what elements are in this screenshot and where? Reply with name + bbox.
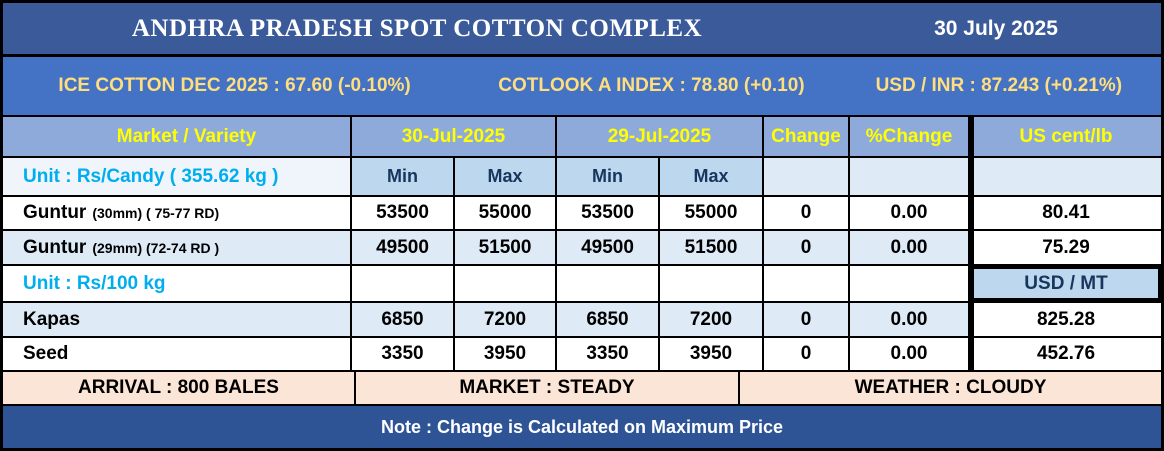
cell-us-cent: 80.41 xyxy=(970,197,1161,231)
cell-max-today: 55000 xyxy=(455,197,557,231)
table-header-row: Market / Variety 30-Jul-2025 29-Jul-2025… xyxy=(3,117,1161,158)
variety-name: Seed xyxy=(23,343,69,364)
usd-inr-quote: USD / INR : 87.243 (+0.21%) xyxy=(875,75,1123,96)
table-row-kapas: Kapas 6850 7200 6850 7200 0 0.00 825.28 xyxy=(3,303,1161,338)
cell-min-today: 49500 xyxy=(352,231,455,266)
variety-name: Guntur xyxy=(23,236,87,258)
empty-cell xyxy=(660,266,764,303)
subheader-max-prev: Max xyxy=(660,158,764,197)
col-header-us-cent-lb: US cent/lb xyxy=(970,117,1161,158)
market-status: MARKET : STEADY xyxy=(356,372,740,404)
unit-100kg-label: Unit : Rs/100 kg xyxy=(3,266,352,303)
cell-max-today: 7200 xyxy=(455,303,557,338)
col-header-date-today: 30-Jul-2025 xyxy=(352,117,557,158)
cell-max-prev: 55000 xyxy=(660,197,764,231)
price-table: Market / Variety 30-Jul-2025 29-Jul-2025… xyxy=(3,117,1161,372)
unit-candy-label: Unit : Rs/Candy ( 355.62 kg ) xyxy=(3,158,352,197)
title-bar: ANDHRA PRADESH SPOT COTTON COMPLEX 30 Ju… xyxy=(3,3,1161,57)
cell-pct-change: 0.00 xyxy=(850,303,970,338)
variety-name: Guntur xyxy=(23,202,87,223)
table-row-guntur-29mm: Guntur (29mm) (72-74 RD ) 49500 51500 49… xyxy=(3,231,1161,266)
cell-min-prev: 49500 xyxy=(557,231,660,266)
cell-usd-mt: 825.28 xyxy=(970,303,1161,338)
cell-max-today: 3950 xyxy=(455,338,557,372)
empty-cell xyxy=(352,266,455,303)
table-row-seed: Seed 3350 3950 3350 3950 0 0.00 452.76 xyxy=(3,338,1161,372)
variety-spec: (29mm) (72-74 RD ) xyxy=(92,239,220,256)
cell-min-prev: 3350 xyxy=(557,338,660,372)
weather-status: WEATHER : CLOUDY xyxy=(854,377,1047,398)
variety-label: Guntur (29mm) (72-74 RD ) xyxy=(3,231,352,266)
arrival-status: ARRIVAL : 800 BALES xyxy=(3,372,356,404)
cell-min-prev: 6850 xyxy=(557,303,660,338)
report-date: 30 July 2025 xyxy=(934,16,1058,40)
variety-label: Guntur (30mm) ( 75-77 RD) xyxy=(3,197,352,231)
col-header-date-prev: 29-Jul-2025 xyxy=(557,117,764,158)
usd-mt-header: USD / MT xyxy=(970,266,1161,303)
unit-100kg-row: Unit : Rs/100 kg USD / MT xyxy=(3,266,1161,303)
cell-min-prev: 53500 xyxy=(557,197,660,231)
cell-usd-mt: 452.76 xyxy=(970,338,1161,372)
page-title: ANDHRA PRADESH SPOT COTTON COMPLEX xyxy=(131,14,703,42)
cell-change: 0 xyxy=(764,303,850,338)
note-bar: Note : Change is Calculated on Maximum P… xyxy=(3,406,1161,448)
cell-max-prev: 3950 xyxy=(660,338,764,372)
cell-us-cent: 75.29 xyxy=(970,231,1161,266)
cell-min-today: 53500 xyxy=(352,197,455,231)
index-ticker: ICE COTTON DEC 2025 : 67.60 (-0.10%) COT… xyxy=(3,57,1161,117)
ice-cotton-quote: ICE COTTON DEC 2025 : 67.60 (-0.10%) xyxy=(58,75,411,96)
cell-pct-change: 0.00 xyxy=(850,338,970,372)
variety-label: Seed xyxy=(3,338,352,372)
cell-change: 0 xyxy=(764,231,850,266)
cell-change: 0 xyxy=(764,197,850,231)
table-row-guntur-30mm: Guntur (30mm) ( 75-77 RD) 53500 55000 53… xyxy=(3,197,1161,231)
cell-pct-change: 0.00 xyxy=(850,231,970,266)
cell-min-today: 3350 xyxy=(352,338,455,372)
variety-name: Kapas xyxy=(23,308,81,330)
cell-max-prev: 51500 xyxy=(660,231,764,266)
subheader-max-today: Max xyxy=(455,158,557,197)
cotlook-index-quote: COTLOOK A INDEX : 78.80 (+0.10) xyxy=(498,75,805,96)
cell-max-prev: 7200 xyxy=(660,303,764,338)
unit-candy-row: Unit : Rs/Candy ( 355.62 kg ) Min Max Mi… xyxy=(3,158,1161,197)
variety-label: Kapas xyxy=(3,303,352,338)
cell-change: 0 xyxy=(764,338,850,372)
variety-spec: (30mm) ( 75-77 RD) xyxy=(92,205,220,221)
empty-cell xyxy=(850,266,970,303)
empty-cell xyxy=(970,158,1161,197)
subheader-min-prev: Min xyxy=(557,158,660,197)
empty-cell xyxy=(557,266,660,303)
subheader-min-today: Min xyxy=(352,158,455,197)
empty-cell xyxy=(455,266,557,303)
cell-pct-change: 0.00 xyxy=(850,197,970,231)
col-header-pct-change: %Change xyxy=(850,117,970,158)
col-header-market-variety: Market / Variety xyxy=(3,117,352,158)
col-header-change: Change xyxy=(764,117,850,158)
empty-cell xyxy=(850,158,970,197)
empty-cell xyxy=(764,266,850,303)
cell-max-today: 51500 xyxy=(455,231,557,266)
empty-cell xyxy=(764,158,850,197)
cell-min-today: 6850 xyxy=(352,303,455,338)
status-strip: ARRIVAL : 800 BALES MARKET : STEADY WEAT… xyxy=(3,372,1161,406)
